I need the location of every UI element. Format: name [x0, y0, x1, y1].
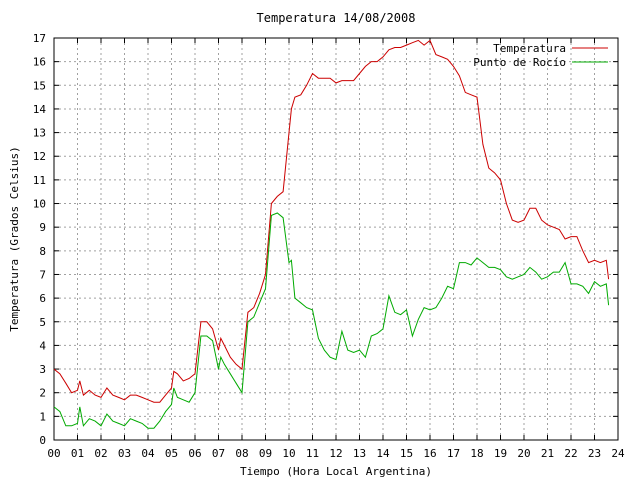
legend: Temperatura Punto de Rocío: [473, 42, 608, 69]
x-tick-label: 19: [494, 447, 507, 460]
y-tick-label: 12: [33, 150, 46, 163]
x-tick-label: 11: [306, 447, 319, 460]
x-tick-label: 00: [47, 447, 60, 460]
x-tick-labels: 00 01 02 03 04 05 06 07 08 09 10 11 12 13 14 15 16 17 18 19…: [47, 447, 625, 460]
x-tick-label: 09: [259, 447, 272, 460]
x-tick-label: 01: [71, 447, 84, 460]
x-tick-label: 15: [400, 447, 413, 460]
y-tick-label: 9: [39, 221, 46, 234]
series-line-punto-de-rocio: [53, 212, 610, 429]
series-lines: [53, 39, 610, 429]
y-tick-label: 3: [39, 363, 46, 376]
y-tick-label: 11: [33, 174, 46, 187]
legend-label-temperatura: Temperatura: [493, 42, 566, 55]
x-tick-label: 21: [541, 447, 554, 460]
x-tick-label: 22: [564, 447, 577, 460]
grid-lines: [54, 38, 618, 440]
y-tick-label: 13: [33, 127, 46, 140]
x-tick-label: 17: [447, 447, 460, 460]
y-tick-label: 4: [39, 339, 46, 352]
y-tick-label: 1: [39, 410, 46, 423]
axis-ticks: [53, 37, 619, 441]
x-tick-label: 05: [165, 447, 178, 460]
y-tick-label: 0: [39, 434, 46, 447]
x-tick-label: 24: [611, 447, 625, 460]
y-tick-label: 8: [39, 245, 46, 258]
x-tick-label: 03: [118, 447, 131, 460]
x-tick-label: 07: [212, 447, 225, 460]
y-tick-label: 2: [39, 387, 46, 400]
x-tick-label: 08: [235, 447, 248, 460]
x-tick-label: 16: [423, 447, 436, 460]
x-tick-label: 23: [588, 447, 601, 460]
y-tick-label: 10: [33, 198, 46, 211]
y-tick-label: 6: [39, 292, 46, 305]
x-tick-label: 04: [141, 447, 155, 460]
series-line-temperatura: [53, 39, 610, 403]
chart-title: Temperatura 14/08/2008: [257, 11, 416, 25]
y-axis-label: Temperatura (Grados Celsius): [8, 146, 21, 331]
x-tick-label: 10: [282, 447, 295, 460]
x-tick-label: 12: [329, 447, 342, 460]
y-tick-label: 16: [33, 56, 46, 69]
legend-label-punto-de-rocio: Punto de Rocío: [473, 56, 566, 69]
x-axis-label: Tiempo (Hora Local Argentina): [240, 465, 432, 478]
y-tick-label: 17: [33, 32, 46, 45]
y-tick-label: 7: [39, 268, 46, 281]
y-tick-label: 5: [39, 316, 46, 329]
y-tick-label: 15: [33, 79, 46, 92]
x-tick-label: 06: [188, 447, 201, 460]
x-tick-label: 20: [517, 447, 530, 460]
x-tick-label: 02: [94, 447, 107, 460]
x-tick-label: 13: [353, 447, 366, 460]
x-tick-label: 14: [376, 447, 390, 460]
x-tick-label: 18: [470, 447, 483, 460]
y-tick-label: 14: [33, 103, 47, 116]
